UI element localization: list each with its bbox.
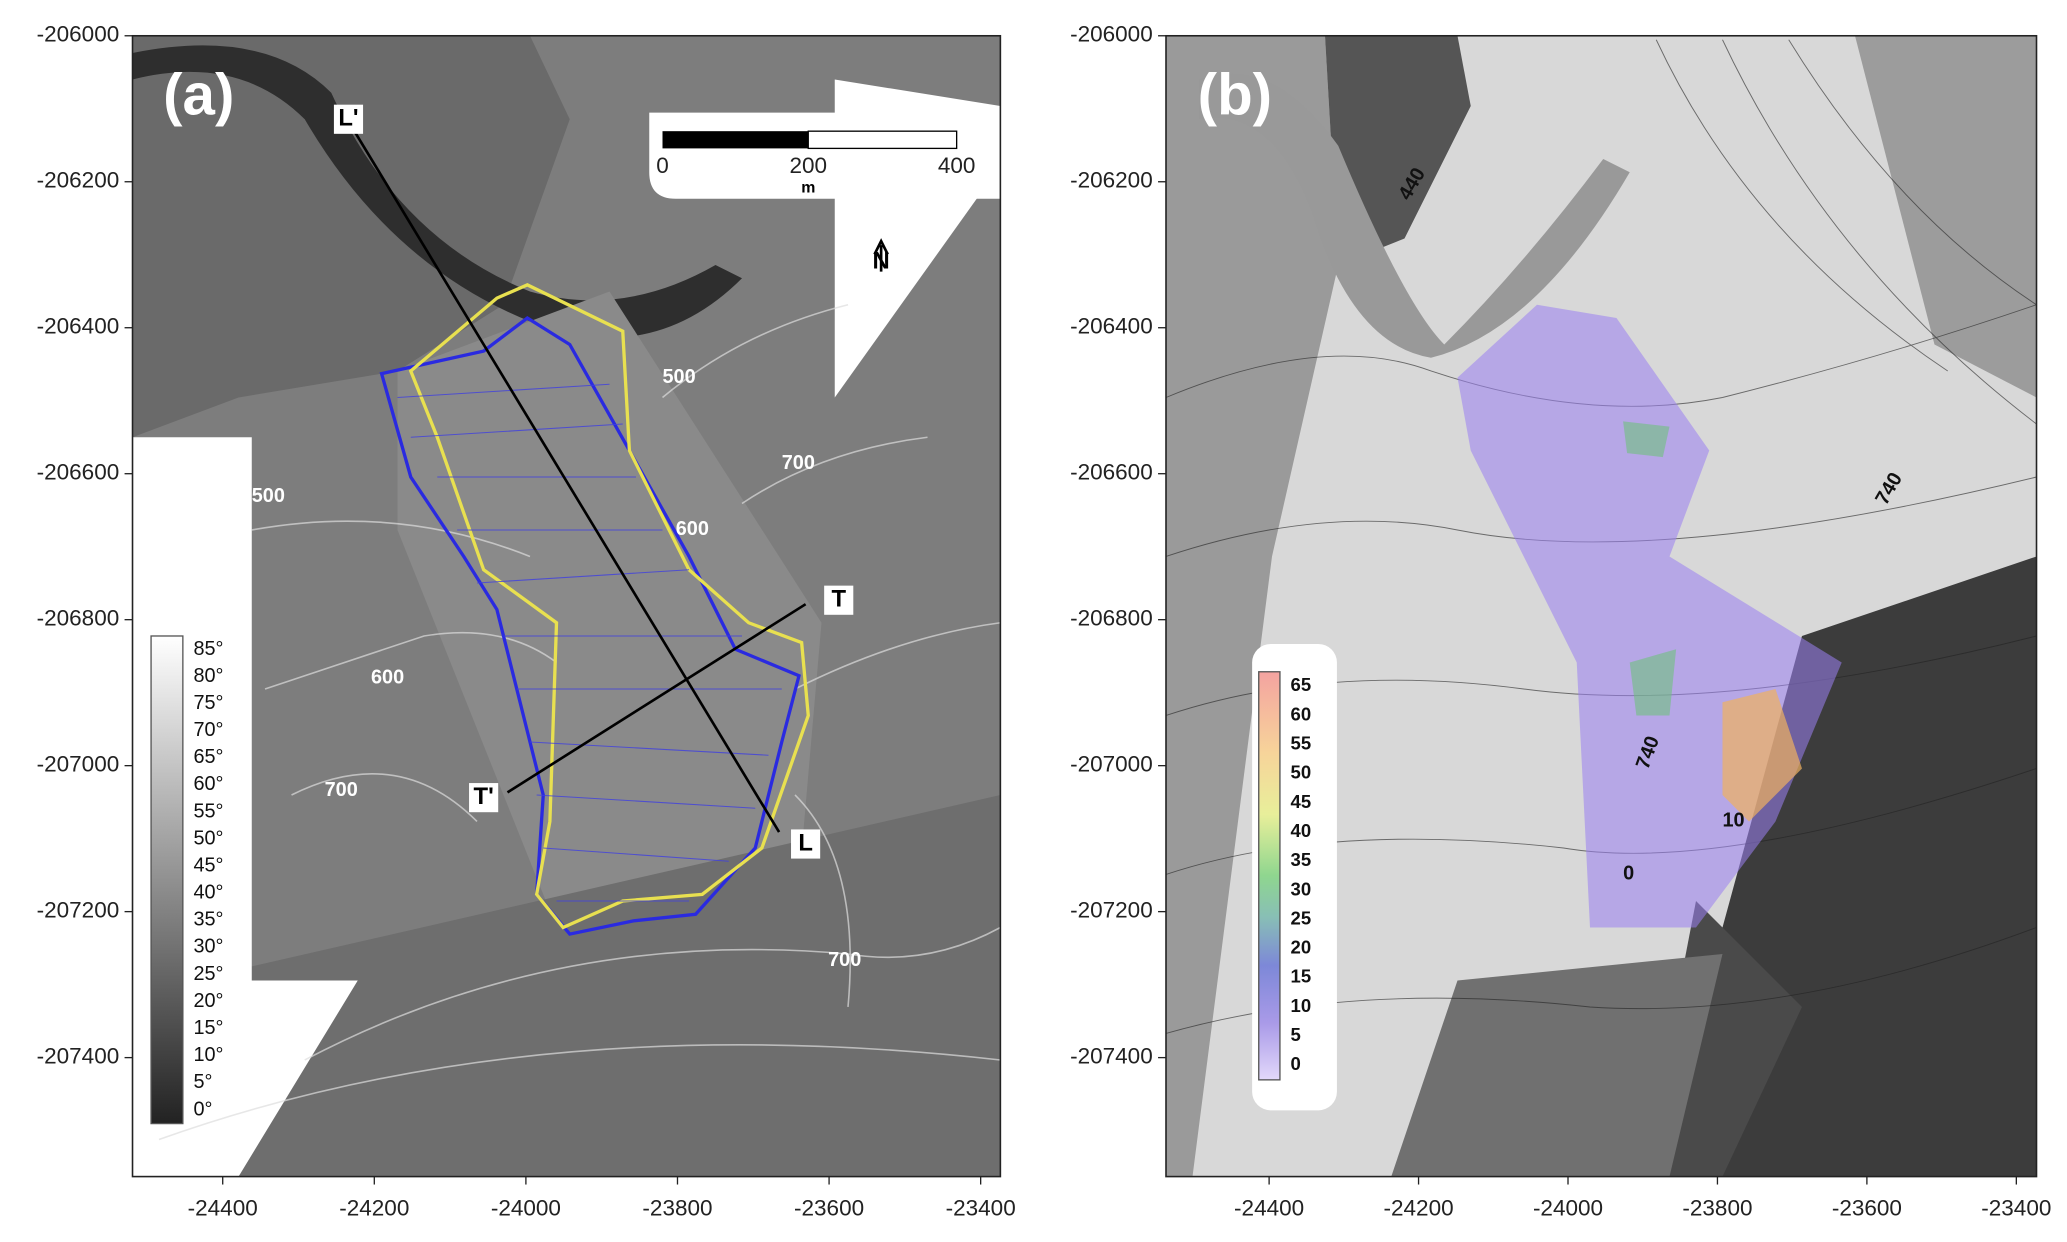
y-tick-label: -206800 — [37, 606, 120, 631]
contour-label: 700 — [828, 949, 861, 971]
x-tick-label: -23800 — [1682, 1196, 1752, 1221]
contour-label: 0 — [1623, 863, 1634, 885]
scale-label: 200 — [789, 153, 827, 178]
scale-label: 400 — [938, 153, 976, 178]
x-tick-label: -24000 — [491, 1196, 561, 1221]
colorbar-label: 75° — [193, 692, 223, 714]
frame-b — [1165, 34, 2038, 1178]
contour-label: 10 — [1722, 810, 1744, 832]
colorbar-label: 15 — [1291, 966, 1312, 987]
x-tick-label: -23600 — [794, 1196, 864, 1221]
map-b — [1165, 35, 2037, 1177]
colorbar-label: 30° — [193, 936, 223, 958]
y-tick-label: -207200 — [1070, 898, 1153, 923]
colorbar-label: 30 — [1291, 878, 1312, 899]
contour-label: 500 — [252, 485, 285, 507]
x-tick-label: -23600 — [1832, 1196, 1902, 1221]
colorbar-label: 20° — [193, 990, 223, 1012]
y-tick-label: -206200 — [37, 168, 120, 193]
x-tick-label: -24200 — [339, 1196, 409, 1221]
colorbar-label: 35° — [193, 909, 223, 931]
colorbar-label: 65 — [1291, 674, 1312, 695]
section-label: T' — [474, 783, 494, 810]
colorbar-label: 15° — [193, 1017, 223, 1039]
y-tick-label: -207000 — [37, 752, 120, 777]
y-tick-label: -206000 — [1070, 22, 1153, 47]
y-tick-label: -206000 — [37, 22, 120, 47]
colorbar-label: 65° — [193, 746, 223, 768]
colorbar-label: 55 — [1291, 733, 1312, 754]
scale-unit: m — [801, 179, 815, 196]
contour-label: 600 — [371, 667, 404, 689]
section-label: L' — [338, 105, 358, 132]
section-label: T — [831, 586, 846, 613]
y-tick-label: -206600 — [37, 460, 120, 485]
colorbar-label: 60° — [193, 773, 223, 795]
colorbar-label: 50° — [193, 827, 223, 849]
y-tick-label: -206800 — [1070, 606, 1153, 631]
colorbar-label: 0° — [193, 1098, 212, 1120]
contour-label: 700 — [782, 452, 815, 474]
colorbar-label: 5 — [1291, 1024, 1301, 1045]
colorbar-a — [150, 635, 184, 1125]
panel-label: (a) — [163, 63, 234, 128]
y-tick-label: -206600 — [1070, 460, 1153, 485]
y-tick-label: -207400 — [37, 1044, 120, 1069]
colorbar-label: 5° — [193, 1071, 212, 1093]
y-tick-label: -207000 — [1070, 752, 1153, 777]
contour-label: 600 — [676, 518, 709, 540]
colorbar-label: 60 — [1291, 703, 1312, 724]
panel-label: (b) — [1198, 63, 1272, 128]
colorbar-label: 70° — [193, 719, 223, 741]
x-tick-label: -23800 — [642, 1196, 712, 1221]
colorbar-label: 85° — [193, 638, 223, 660]
colorbar-label: 45° — [193, 854, 223, 876]
x-tick-label: -24400 — [1234, 1196, 1304, 1221]
colorbar-label: 45 — [1291, 791, 1312, 812]
y-tick-label: -206400 — [1070, 314, 1153, 339]
y-tick-label: -206200 — [1070, 168, 1153, 193]
colorbar-label: 10 — [1291, 995, 1312, 1016]
colorbar-label: 0 — [1291, 1053, 1301, 1074]
north-label: N — [873, 248, 890, 275]
colorbar-label: 55° — [193, 800, 223, 822]
contour-label: 500 — [663, 366, 696, 388]
contour-label: 700 — [325, 779, 358, 801]
x-tick-label: -24200 — [1384, 1196, 1454, 1221]
section-label: L — [798, 829, 813, 856]
colorbar-label: 40° — [193, 882, 223, 904]
scale-label: 0 — [656, 153, 669, 178]
map-a — [132, 35, 1001, 1177]
colorbar-label: 35 — [1291, 849, 1312, 870]
y-tick-label: -206400 — [37, 314, 120, 339]
x-tick-label: -23400 — [1981, 1196, 2051, 1221]
x-tick-label: -23400 — [946, 1196, 1016, 1221]
colorbar-label: 80° — [193, 665, 223, 687]
colorbar-label: 40 — [1291, 820, 1312, 841]
colorbar-label: 25° — [193, 963, 223, 985]
colorbar-b — [1258, 671, 1281, 1081]
colorbar-label: 10° — [193, 1044, 223, 1066]
y-tick-label: -207200 — [37, 898, 120, 923]
x-tick-label: -24000 — [1533, 1196, 1603, 1221]
y-tick-label: -207400 — [1070, 1044, 1153, 1069]
frame-a — [131, 34, 1002, 1178]
colorbar-label: 20 — [1291, 937, 1312, 958]
colorbar-label: 50 — [1291, 762, 1312, 783]
x-tick-label: -24400 — [188, 1196, 258, 1221]
colorbar-label: 25 — [1291, 907, 1312, 928]
